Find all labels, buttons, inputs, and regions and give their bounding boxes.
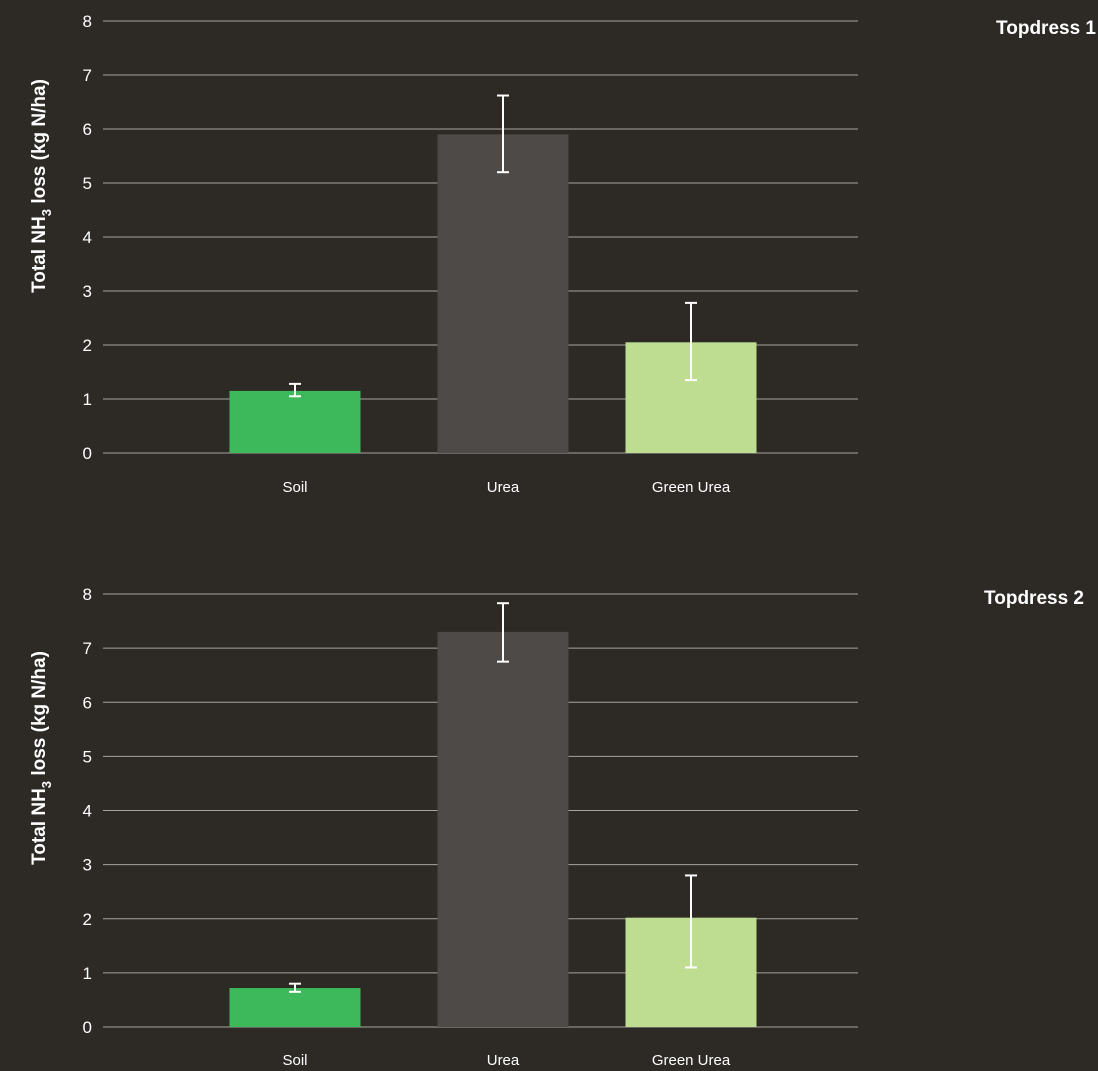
chart-1-y-tick-label: 2 xyxy=(83,336,92,355)
chart-1-bars xyxy=(229,134,757,453)
chart-1-bar-soil xyxy=(229,390,361,453)
chart-2-error-bar-green-urea xyxy=(685,874,697,969)
chart-1-y-tick-label: 7 xyxy=(83,66,92,85)
chart-2-y-label-sub: 3 xyxy=(39,781,54,788)
chart-1-y-tick-label: 8 xyxy=(83,12,92,31)
chart-2-category-label: Urea xyxy=(487,1052,520,1069)
chart-2-category-label: Soil xyxy=(282,1052,307,1069)
chart-2-bar-soil xyxy=(229,988,361,1027)
chart-1-y-tick-label: 3 xyxy=(83,282,92,301)
chart-2-y-ticks: 0 1 2 3 4 5 6 7 8 xyxy=(83,585,92,1037)
chart-1-category-label: Soil xyxy=(282,479,307,496)
chart-2-category-label: Green Urea xyxy=(652,1052,731,1069)
chart-1-error-bars xyxy=(289,94,697,398)
chart-1-y-tick-label: 5 xyxy=(83,174,92,193)
chart-2-bar-urea xyxy=(437,631,569,1027)
chart-1-category-label: Green Urea xyxy=(652,479,731,496)
chart-2-error-bar-soil xyxy=(289,982,301,993)
chart-1-bar-urea xyxy=(437,134,569,453)
chart-1-y-label-post: loss (kg N/ha) xyxy=(29,79,50,209)
chart-2-y-tick-label: 2 xyxy=(83,910,92,929)
chart-1-category-label: Urea xyxy=(487,479,520,496)
chart-1-y-label-sub: 3 xyxy=(39,209,54,216)
chart-2-y-tick-label: 4 xyxy=(83,802,92,821)
chart-1-error-bar-soil xyxy=(289,382,301,398)
chart-1-y-tick-label: 4 xyxy=(83,228,92,247)
chart-1-error-bar-green-urea xyxy=(685,301,697,382)
chart-1-y-ticks: 0 1 2 3 4 5 6 7 8 xyxy=(83,12,92,463)
chart-1-y-tick-label: 1 xyxy=(83,390,92,409)
chart-2-y-tick-label: 0 xyxy=(83,1018,92,1037)
chart-2-title: Topdress 2 xyxy=(984,588,1084,609)
chart-2-y-tick-label: 3 xyxy=(83,856,92,875)
chart-1-category-labels: Soil Urea Green Urea xyxy=(282,479,730,496)
chart-2-y-tick-label: 8 xyxy=(83,585,92,604)
chart-1-title: Topdress 1 xyxy=(996,18,1096,39)
chart-2-y-tick-label: 1 xyxy=(83,964,92,983)
chart-2-y-tick-label: 5 xyxy=(83,747,92,766)
chart-2-y-axis-label: Total NH3 loss (kg N/ha) xyxy=(29,651,54,865)
chart-2-bars xyxy=(229,631,757,1027)
chart-1-y-label-pre: Total NH xyxy=(29,216,50,293)
chart-2-category-labels: Soil Urea Green Urea xyxy=(282,1052,730,1069)
chart-2-y-tick-label: 6 xyxy=(83,693,92,712)
chart-1-y-tick-label: 6 xyxy=(83,120,92,139)
chart-2-y-label-post: loss (kg N/ha) xyxy=(29,651,50,781)
chart-1-error-bar-urea xyxy=(497,94,509,174)
chart-1-y-tick-label: 0 xyxy=(83,444,92,463)
chart-2-y-tick-label: 7 xyxy=(83,639,92,658)
chart-1-y-axis-label: Total NH3 loss (kg N/ha) xyxy=(29,79,54,293)
chart-2-y-label-pre: Total NH xyxy=(29,788,50,865)
chart-2-error-bars xyxy=(289,602,697,993)
chart-2-error-bar-urea xyxy=(497,602,509,663)
